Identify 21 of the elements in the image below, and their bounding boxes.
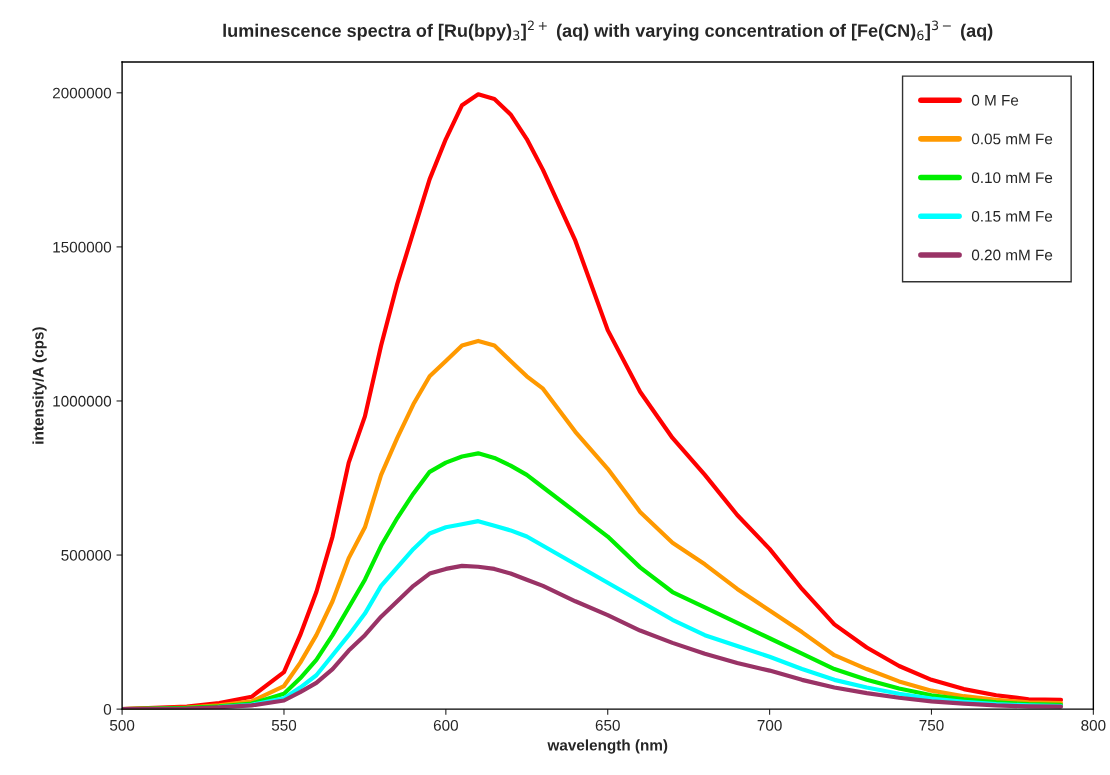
- y-tick-label: 1500000: [53, 241, 112, 253]
- y-axis-title: intensity/A (cps): [32, 327, 47, 444]
- y-tick-label: 1000000: [53, 395, 112, 407]
- y-tick-label: 2000000: [52, 87, 112, 99]
- x-axis-title: wavelength (nm): [547, 739, 668, 754]
- legend-label: 0.10 mM Fe: [971, 172, 1053, 184]
- x-tick-label: 600: [433, 719, 458, 731]
- x-tick-label: 550: [271, 719, 297, 731]
- legend-label: 0.20 mM Fe: [971, 249, 1053, 261]
- x-tick-label: 500: [109, 719, 135, 731]
- x-tick-label: 700: [757, 719, 782, 731]
- y-tick-label: 0: [103, 703, 112, 715]
- x-tick-label: 650: [595, 719, 620, 731]
- legend-label: 0.05 mM Fe: [971, 133, 1053, 145]
- legend-label: 0.15 mM Fe: [971, 210, 1053, 222]
- line-series: [122, 563, 1064, 710]
- y-tick-label: 500000: [61, 549, 112, 561]
- x-tick-label: 800: [1081, 719, 1106, 731]
- legend-label: 0 M Fe: [971, 94, 1019, 106]
- chart-title: luminescence spectra of [Ru(bpy)$_{3}$]$^{2+}$ (aq) with varying concentration of [Fe(CN)$_{6}$]$^{3−}$ (aq): [223, 20, 993, 41]
- x-tick-label: 750: [919, 719, 944, 731]
